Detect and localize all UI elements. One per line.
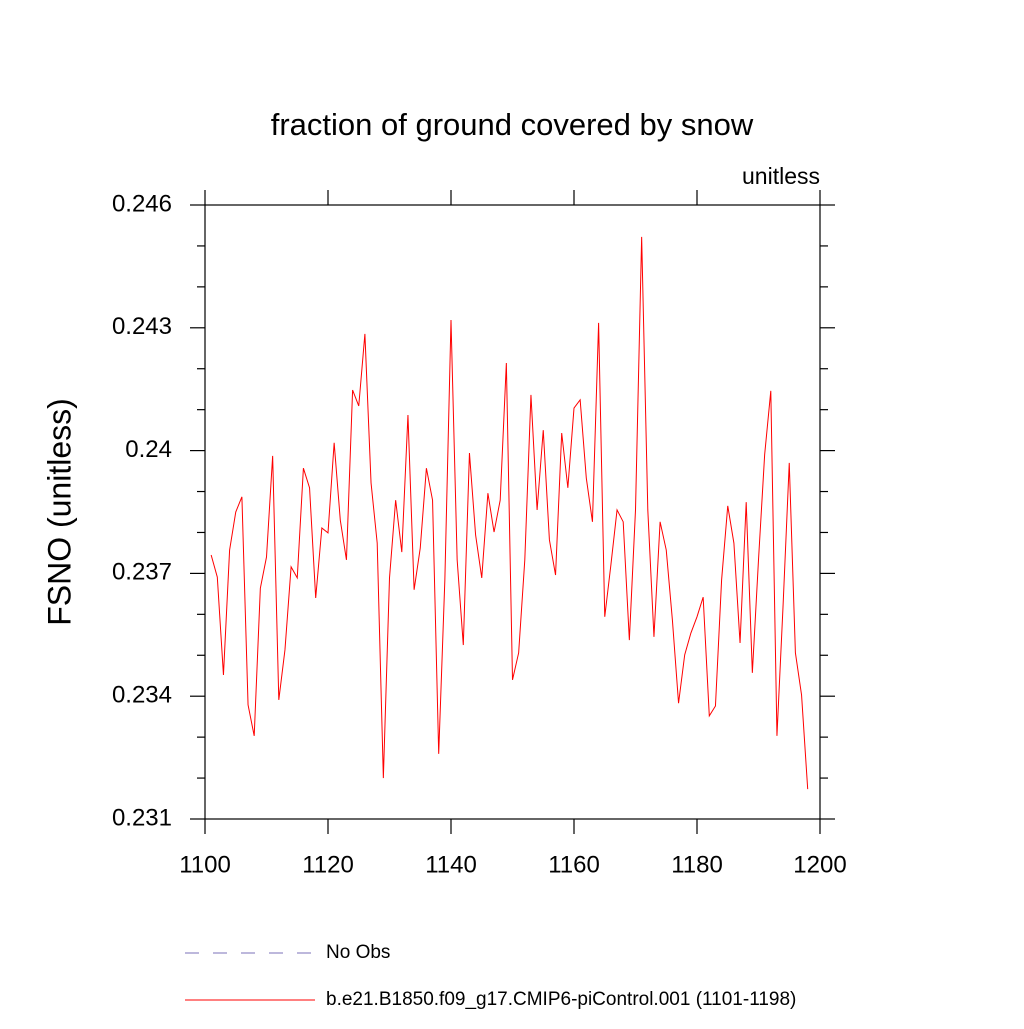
- x-tick-label: 1120: [302, 851, 354, 878]
- chart-subtitle: unitless: [742, 163, 820, 189]
- y-tick-label: 0.243: [112, 313, 172, 340]
- x-tick-label: 1200: [793, 851, 846, 878]
- y-tick-label: 0.24: [125, 436, 172, 463]
- y-axis-label: FSNO (unitless): [41, 398, 77, 626]
- y-tick-label: 0.234: [112, 682, 172, 709]
- x-tick-label: 1100: [179, 851, 231, 878]
- y-tick-label: 0.237: [112, 559, 172, 586]
- plot-frame: [204, 204, 821, 820]
- chart-title: fraction of ground covered by snow: [271, 107, 754, 142]
- y-tick-label: 0.246: [112, 190, 172, 217]
- legend-label: b.e21.B1850.f09_g17.CMIP6-piControl.001 …: [326, 989, 796, 1010]
- data-line: [210, 236, 809, 790]
- x-tick-label: 1140: [425, 851, 477, 878]
- y-tick-label: 0.231: [112, 804, 172, 831]
- x-tick-label: 1180: [671, 851, 723, 878]
- legend-label: No Obs: [326, 942, 390, 963]
- x-tick-label: 1160: [548, 851, 600, 878]
